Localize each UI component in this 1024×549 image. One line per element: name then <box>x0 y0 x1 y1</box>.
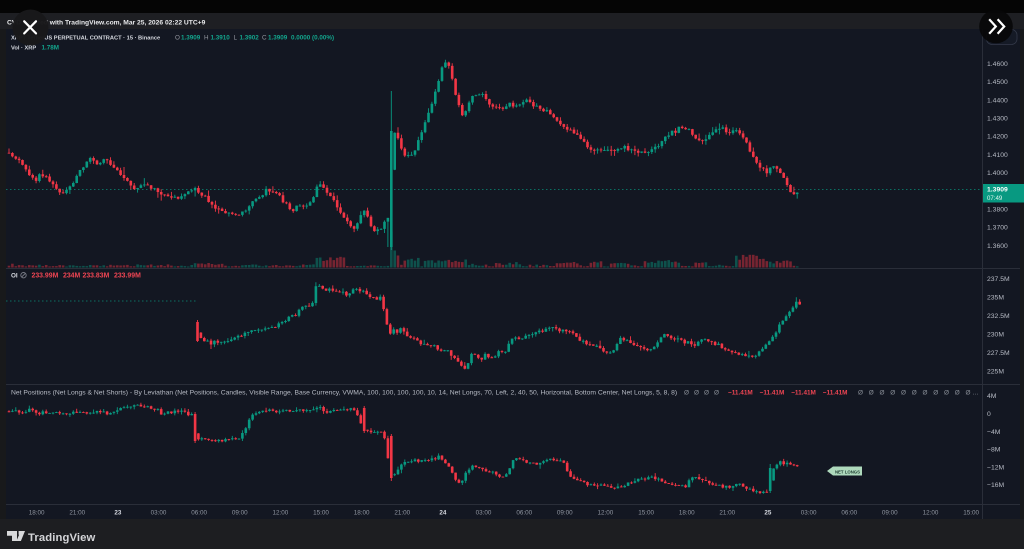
svg-text:−8M: −8M <box>987 447 1001 454</box>
svg-text:15:00: 15:00 <box>313 510 329 517</box>
svg-text:Ø: Ø <box>704 390 709 397</box>
svg-text:23: 23 <box>114 510 122 517</box>
svg-text:0: 0 <box>987 411 991 418</box>
svg-text:1.4300: 1.4300 <box>987 116 1008 123</box>
svg-text:1.3909: 1.3909 <box>987 187 1008 194</box>
svg-text:03:00: 03:00 <box>801 510 817 517</box>
svg-text:−11.41M−11.41M−11.41M−11.41M: −11.41M −11.41M −11.41M −11.41M <box>728 390 848 397</box>
svg-text:NET LONGS: NET LONGS <box>835 469 860 474</box>
svg-text:4M: 4M <box>987 393 997 400</box>
svg-text:237.5M: 237.5M <box>987 276 1010 283</box>
svg-text:18:00: 18:00 <box>679 510 695 517</box>
svg-text:1.4400: 1.4400 <box>987 97 1008 104</box>
svg-text:21:00: 21:00 <box>69 510 85 517</box>
svg-text:Ø Ø Ø Ø Ø Ø Ø Ø Ø Ø Ø…: Ø Ø Ø Ø Ø Ø Ø Ø Ø Ø Ø… <box>858 390 981 397</box>
svg-text:06:00: 06:00 <box>191 510 207 517</box>
svg-text:12:00: 12:00 <box>598 510 614 517</box>
svg-text:1.3800: 1.3800 <box>987 207 1008 214</box>
svg-text:1.4600: 1.4600 <box>987 61 1008 68</box>
svg-text:03:00: 03:00 <box>476 510 492 517</box>
svg-text:225M: 225M <box>987 369 1004 376</box>
svg-text:Net Positions (Net Longs & Net: Net Positions (Net Longs & Net Shorts) -… <box>11 390 677 397</box>
svg-text:1.78M: 1.78M <box>42 44 60 51</box>
svg-text:Vol · XRP: Vol · XRP <box>11 45 36 51</box>
svg-text:18:00: 18:00 <box>354 510 370 517</box>
svg-text:1.4500: 1.4500 <box>987 79 1008 86</box>
svg-text:XRP / TetherUS PERPETUAL CONTR: XRP / TetherUS PERPETUAL CONTRACT · 15 ·… <box>11 36 160 42</box>
svg-text:232.5M: 232.5M <box>987 313 1010 320</box>
svg-text:15:00: 15:00 <box>963 510 979 517</box>
svg-text:25: 25 <box>764 510 772 517</box>
svg-text:18:00: 18:00 <box>29 510 45 517</box>
svg-text:227.5M: 227.5M <box>987 350 1010 357</box>
svg-text:OI: OI <box>11 273 18 280</box>
svg-text:−16M: −16M <box>987 482 1005 489</box>
svg-text:06:00: 06:00 <box>516 510 532 517</box>
svg-text:Ø: Ø <box>684 390 689 397</box>
svg-text:12:00: 12:00 <box>273 510 289 517</box>
svg-text:12:00: 12:00 <box>923 510 939 517</box>
svg-text:06:00: 06:00 <box>841 510 857 517</box>
svg-text:1.3700: 1.3700 <box>987 225 1008 232</box>
svg-text:21:00: 21:00 <box>719 510 735 517</box>
svg-text:−12M: −12M <box>987 464 1005 471</box>
svg-text:TradingView: TradingView <box>28 532 96 544</box>
svg-text:Ø: Ø <box>714 390 719 397</box>
svg-text:230M: 230M <box>987 332 1004 339</box>
svg-text:09:00: 09:00 <box>882 510 898 517</box>
svg-text:1.4000: 1.4000 <box>987 170 1008 177</box>
svg-text:1.4200: 1.4200 <box>987 134 1008 141</box>
svg-text:1.4100: 1.4100 <box>987 152 1008 159</box>
svg-text:−4M: −4M <box>987 429 1001 436</box>
svg-text:235M: 235M <box>987 295 1004 302</box>
svg-text:CVD Created with TradingView.c: CVD Created with TradingView.com, Mar 25… <box>7 20 206 27</box>
svg-text:24: 24 <box>439 510 447 517</box>
svg-text:03:00: 03:00 <box>151 510 167 517</box>
svg-text:09:00: 09:00 <box>232 510 248 517</box>
svg-text:Ø: Ø <box>694 390 699 397</box>
svg-text:07:49: 07:49 <box>987 195 1003 202</box>
svg-text:15:00: 15:00 <box>638 510 654 517</box>
svg-text:1.3600: 1.3600 <box>987 243 1008 250</box>
svg-text:21:00: 21:00 <box>394 510 410 517</box>
svg-text:09:00: 09:00 <box>557 510 573 517</box>
